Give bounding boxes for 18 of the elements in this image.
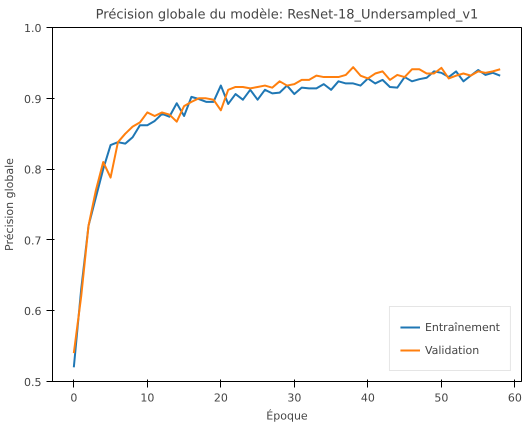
y-tick-label: 0.5	[24, 376, 42, 389]
y-tick-label: 0.6	[24, 305, 42, 318]
chart-title: Précision globale du modèle: ResNet-18_Undersampled_v1	[96, 8, 478, 22]
x-tick-label: 40	[360, 392, 375, 404]
x-tick-label: 20	[214, 392, 228, 404]
y-tick-label: 0.9	[24, 92, 42, 106]
y-tick-label: 1.0	[24, 22, 42, 35]
x-tick-label: 60	[508, 392, 522, 404]
y-tick-label: 0.7	[24, 234, 42, 248]
legend-label: Entraînement	[424, 320, 500, 334]
legend-label: Validation	[424, 344, 480, 356]
x-tick-label: 10	[140, 392, 154, 404]
x-tick-label: 0	[70, 392, 78, 404]
x-tick-label: 30	[287, 392, 302, 404]
y-tick-label: 0.8	[24, 164, 42, 177]
y-axis-title: Précision globale	[3, 158, 16, 251]
x-tick-label: 50	[434, 392, 448, 404]
x-axis-title: Époque	[266, 408, 308, 422]
